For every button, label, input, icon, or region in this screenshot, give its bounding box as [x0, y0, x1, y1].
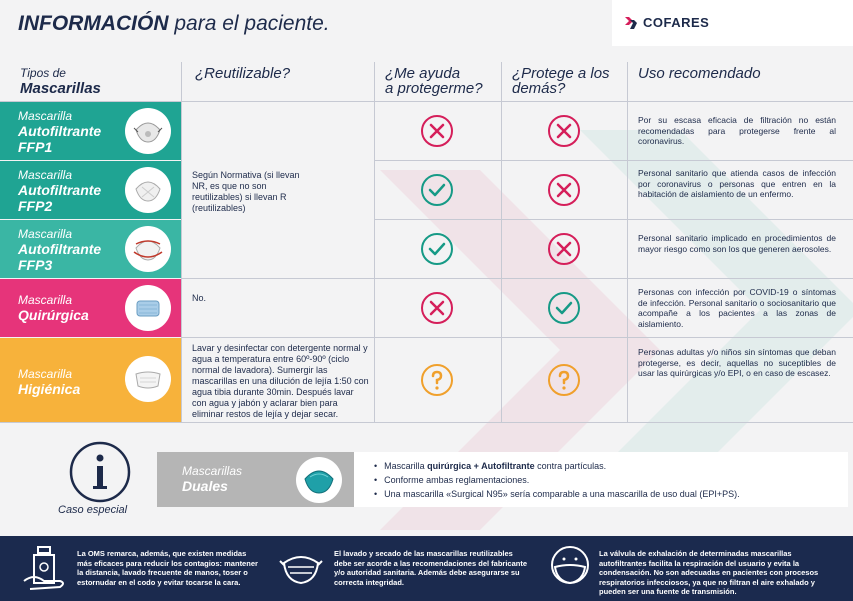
row-ffp3-line3: FFP3	[18, 257, 53, 273]
row-ffp3: Mascarilla Autofiltrante FFP3	[0, 220, 181, 278]
ffp2-protege-cross-icon	[547, 173, 581, 207]
row-quirurgica-line2: Quirúrgica	[18, 307, 89, 323]
ffp1-me-ayuda-cross-icon	[420, 114, 454, 148]
reutilizable-ffp: Según Normativa (si llevan NR, es que no…	[192, 170, 300, 213]
header-divider	[0, 101, 853, 102]
row-ffp1: Mascarilla Autofiltrante FFP1	[0, 102, 181, 160]
title-bold: INFORMACIÓN	[18, 12, 169, 35]
duales-bullet-1: Mascarilla quirúrgica + Autofiltrante co…	[374, 459, 740, 473]
uso-quirurgica: Personas con infección por COVID-19 o sí…	[638, 287, 836, 329]
row-divider-3	[181, 278, 853, 279]
row-ffp2-line3: FFP2	[18, 198, 53, 214]
ffp3-me-ayuda-check-icon	[420, 232, 454, 266]
handwash-icon	[23, 546, 64, 590]
col-header-me-ayuda: ¿Me ayuda a protegerme?	[385, 66, 483, 96]
row-divider-4	[181, 337, 853, 338]
cofares-logo-icon	[625, 16, 637, 29]
row-quirurgica-line1: Mascarilla	[18, 293, 73, 307]
uso-higienica: Personas adultas y/o niños sin síntomas …	[638, 347, 836, 378]
duales-bullet-2: Conforme ambas reglamentaciones.	[374, 473, 740, 487]
caso-especial-label: Caso especial	[58, 504, 128, 516]
ffp1-mask-icon	[125, 108, 171, 154]
col-protege-line1: ¿Protege a los	[512, 65, 610, 82]
col-header-uso: Uso recomendado	[638, 65, 761, 82]
higienica-protege-question-icon	[547, 363, 581, 397]
dual-mask-icon	[296, 457, 342, 503]
row-ffp1-line2: Autofiltrante	[18, 123, 102, 139]
uso-ffp3: Personal sanitario implicado en procedim…	[638, 233, 836, 254]
quirurgica-protege-check-icon	[547, 291, 581, 325]
ffp3-protege-cross-icon	[547, 232, 581, 266]
logo-text: COFARES	[643, 15, 710, 30]
logo-box	[612, 0, 853, 46]
col-tipos-line1: Tipos de	[20, 66, 66, 80]
grid-vline-4	[627, 62, 628, 422]
ffp1-protege-cross-icon	[547, 114, 581, 148]
duales-bullet-3: Una mascarilla «Surgical N95» sería comp…	[374, 487, 739, 501]
row-divider-5	[0, 422, 853, 423]
mask-care-icon	[279, 556, 323, 585]
duales-bullet-1-bold: quirúrgica + Autofiltrante	[427, 461, 535, 471]
row-quirurgica: Mascarilla Quirúrgica	[0, 279, 181, 337]
col-header-reutilizable: ¿Reutilizable?	[195, 65, 291, 82]
grid-vline-2	[374, 62, 375, 422]
cofares-logo: COFARES	[624, 15, 709, 30]
duales-bullet-1-pre: Mascarilla	[384, 461, 428, 471]
ffp3-mask-icon	[125, 226, 171, 272]
grid-vline-1	[181, 62, 182, 422]
row-ffp1-line3: FFP1	[18, 139, 53, 155]
row-ffp3-line1: Mascarilla	[18, 227, 73, 241]
row-ffp2-line2: Autofiltrante	[18, 182, 102, 198]
footer-text-2: El lavado y secado de las mascarillas re…	[334, 549, 528, 587]
reutilizable-higienica: Lavar y desinfectar con detergente norma…	[192, 343, 369, 419]
row-ffp2: Mascarilla Autofiltrante FFP2	[0, 161, 181, 219]
duales-title: Mascarillas Duales	[182, 464, 243, 495]
surgical-mask-icon	[125, 285, 171, 331]
hygienic-mask-icon	[125, 356, 171, 402]
reutilizable-quirurgica: No.	[192, 293, 207, 303]
col-tipos-line2: Mascarillas	[20, 80, 101, 97]
col-header-protege: ¿Protege a los demás?	[512, 66, 610, 96]
col-me-ayuda-line2: a protegerme?	[385, 80, 483, 97]
duales-line1: Mascarillas	[182, 464, 243, 478]
higienica-me-ayuda-question-icon	[420, 363, 454, 397]
uso-ffp2: Personal sanitario que atienda casos de …	[638, 168, 836, 199]
row-divider-1	[374, 160, 853, 161]
duales-line2: Duales	[182, 478, 228, 494]
title-rest: para el paciente.	[174, 12, 330, 35]
quirurgica-me-ayuda-cross-icon	[420, 291, 454, 325]
duales-list: Mascarilla quirúrgica + Autofiltrante co…	[374, 459, 740, 501]
row-ffp2-line1: Mascarilla	[18, 168, 73, 182]
row-ffp3-line2: Autofiltrante	[18, 241, 102, 257]
info-icon	[69, 441, 131, 503]
col-me-ayuda-line1: ¿Me ayuda	[385, 65, 461, 82]
footer-band	[0, 536, 853, 601]
footer-text-1: La OMS remarca, además, que existen medi…	[77, 549, 258, 587]
footer-text-3: La válvula de exhalación de determinadas…	[599, 549, 819, 596]
row-higienica-line2: Higiénica	[18, 381, 81, 397]
row-higienica-line1: Mascarilla	[18, 367, 73, 381]
col-protege-line2: demás?	[512, 80, 566, 97]
grid-vline-3	[501, 62, 502, 422]
duales-bullet-1-post: contra partículas.	[534, 461, 607, 471]
row-divider-2	[374, 219, 853, 220]
ffp2-mask-icon	[125, 167, 171, 213]
row-higienica: Mascarilla Higiénica	[0, 338, 181, 422]
page-title: INFORMACIÓN para el paciente.	[18, 12, 330, 36]
ffp2-me-ayuda-check-icon	[420, 173, 454, 207]
col-header-tipos: Tipos de Mascarillas	[20, 66, 101, 97]
uso-ffp1: Por su escasa eficacia de filtración no …	[638, 115, 836, 146]
face-mask-valve-icon	[551, 546, 589, 585]
row-ffp1-line1: Mascarilla	[18, 109, 73, 123]
page-header: INFORMACIÓN para el paciente. COFARES	[0, 0, 853, 46]
